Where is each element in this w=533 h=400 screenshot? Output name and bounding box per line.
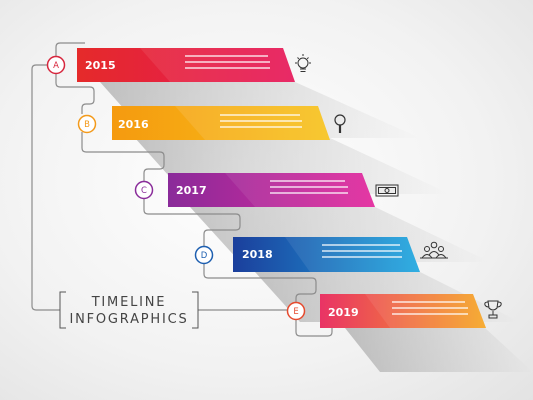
title-block: TIMELINE INFOGRAPHICS [59,291,199,329]
marker-letter: B [84,120,90,130]
step-marker-d: D [194,245,214,265]
step-marker-b: B [77,114,97,134]
banner-2017: 2017 [168,173,375,207]
text-placeholder-lines [270,180,348,194]
step-marker-a: A [46,55,66,75]
year-label: 2015 [85,59,116,72]
magnifier-icon [334,114,346,133]
text-placeholder-lines [220,114,302,128]
banner-2019: 2019 [320,294,486,328]
trophy-icon [484,300,502,319]
people-group-icon [420,241,448,259]
timeline-connector [31,42,333,337]
banner-2018: 2018 [233,237,420,272]
marker-letter: E [293,307,298,317]
marker-letter: C [141,186,147,196]
text-placeholder-lines [185,55,270,69]
title-line-1: TIMELINE [91,295,167,310]
marker-letter: D [201,251,208,261]
step-marker-c: C [134,180,154,200]
year-label: 2017 [176,184,207,197]
banknote-icon [375,184,399,197]
year-label: 2019 [328,306,359,319]
year-label: 2018 [242,248,273,261]
year-label: 2016 [118,118,149,131]
banner-2015: 2015 [77,48,295,82]
marker-letter: A [53,61,59,71]
title-bracket-left [59,291,66,329]
banner-2016: 2016 [112,106,330,140]
step-marker-e: E [286,301,306,321]
title-bracket-right [192,291,199,329]
lightbulb-icon [295,54,311,72]
title-line-2: INFOGRAPHICS [69,312,188,327]
text-placeholder-lines [322,244,402,258]
text-placeholder-lines [392,301,468,315]
